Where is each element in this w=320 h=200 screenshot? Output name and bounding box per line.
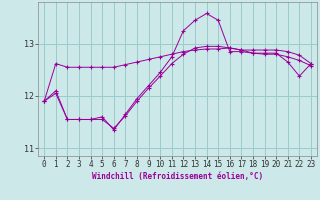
X-axis label: Windchill (Refroidissement éolien,°C): Windchill (Refroidissement éolien,°C) <box>92 172 263 181</box>
